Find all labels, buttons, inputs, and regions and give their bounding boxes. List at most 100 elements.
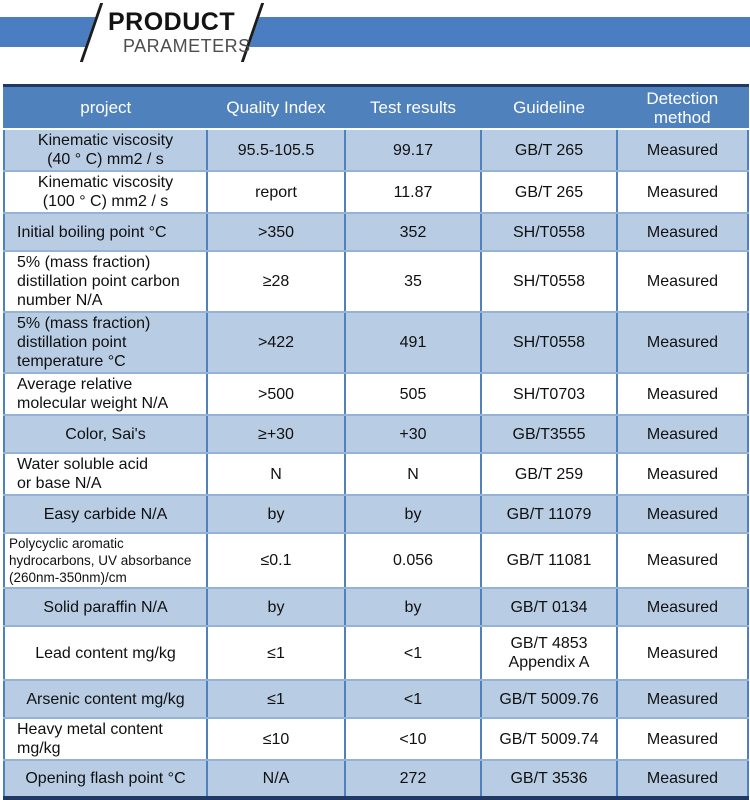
cell-project: Color, Sai's — [4, 415, 208, 454]
cell-quality-index: by — [207, 588, 346, 627]
header-test-results: Test results — [345, 85, 482, 130]
table-row: Kinematic viscosity (40 ° C) mm2 / s 95.5… — [4, 129, 748, 172]
cell-test-results: 11.87 — [345, 171, 482, 214]
cell-detection: Measured — [617, 171, 748, 214]
cell-detection: Measured — [617, 312, 748, 374]
table-row: Average relative molecular weight N/A >50… — [4, 373, 748, 416]
cell-guideline: GB/T 0134 — [481, 588, 618, 627]
table-row: 5% (mass fraction) distillation point te… — [4, 312, 748, 374]
cell-detection: Measured — [617, 533, 748, 589]
table-row: Easy carbide N/A by by GB/T 11079 Measured — [4, 495, 748, 534]
cell-guideline: GB/T 5009.76 — [481, 680, 618, 719]
cell-test-results: 505 — [345, 373, 482, 416]
cell-guideline: SH/T0558 — [481, 312, 618, 374]
cell-guideline: GB/T 4853 Appendix A — [481, 626, 618, 681]
cell-detection: Measured — [617, 453, 748, 496]
cell-project: Opening flash point °C — [4, 760, 208, 799]
table-body: Kinematic viscosity (40 ° C) mm2 / s 95.5… — [4, 129, 748, 799]
cell-test-results: by — [345, 588, 482, 627]
cell-guideline: GB/T 265 — [481, 171, 618, 214]
header-row: project Quality Index Test results Guide… — [4, 85, 749, 130]
cell-quality-index: ≤1 — [207, 626, 346, 681]
cell-quality-index: N — [207, 453, 346, 496]
cell-detection: Measured — [617, 760, 748, 799]
cell-guideline: GB/T 3536 — [481, 760, 618, 799]
cell-project: Arsenic content mg/kg — [4, 680, 208, 719]
cell-test-results: 99.17 — [345, 129, 482, 172]
cell-project: Solid paraffin N/A — [4, 588, 208, 627]
cell-project: Lead content mg/kg — [4, 626, 208, 681]
cell-test-results: <1 — [345, 626, 482, 681]
cell-quality-index: >422 — [207, 312, 346, 374]
cell-detection: Measured — [617, 251, 748, 313]
cell-quality-index: by — [207, 495, 346, 534]
cell-test-results: 0.056 — [345, 533, 482, 589]
table-row: Kinematic viscosity (100 ° C) mm2 / s rep… — [4, 171, 748, 214]
cell-quality-index: 95.5-105.5 — [207, 129, 346, 172]
cell-detection: Measured — [617, 129, 748, 172]
header-detection-method: Detection method — [617, 85, 749, 130]
cell-test-results: 491 — [345, 312, 482, 374]
header-quality-index: Quality Index — [207, 85, 346, 130]
cell-guideline: GB/T 5009.74 — [481, 718, 618, 761]
cell-detection: Measured — [617, 680, 748, 719]
banner-subtitle: PARAMETERS — [123, 36, 251, 56]
cell-project: Kinematic viscosity (100 ° C) mm2 / s — [4, 171, 208, 214]
table-row: Lead content mg/kg ≤1 <1 GB/T 4853 Appendix… — [4, 626, 748, 681]
cell-project: Initial boiling point °C — [4, 213, 208, 252]
cell-guideline: GB/T 259 — [481, 453, 618, 496]
table-row: Polycyclic aromatic hydrocarbons, UV abs… — [4, 533, 748, 589]
cell-quality-index: >350 — [207, 213, 346, 252]
cell-project: Polycyclic aromatic hydrocarbons, UV abs… — [4, 533, 208, 589]
cell-detection: Measured — [617, 415, 748, 454]
cell-guideline: SH/T0558 — [481, 213, 618, 252]
cell-project: Water soluble acid or base N/A — [4, 453, 208, 496]
cell-detection: Measured — [617, 213, 748, 252]
cell-guideline: GB/T 11081 — [481, 533, 618, 589]
cell-detection: Measured — [617, 588, 748, 627]
cell-guideline: GB/T3555 — [481, 415, 618, 454]
cell-detection: Measured — [617, 626, 748, 681]
cell-test-results: 352 — [345, 213, 482, 252]
cell-project: Average relative molecular weight N/A — [4, 373, 208, 416]
banner-title: PRODUCT — [108, 8, 236, 36]
cell-quality-index: ≥+30 — [207, 415, 346, 454]
cell-project: 5% (mass fraction) distillation point te… — [4, 312, 208, 374]
cell-project: Heavy metal content mg/kg — [4, 718, 208, 761]
table-row: Solid paraffin N/A by by GB/T 0134 Measured — [4, 588, 748, 627]
header-project: project — [4, 85, 208, 130]
cell-test-results: N — [345, 453, 482, 496]
cell-quality-index: ≤0.1 — [207, 533, 346, 589]
cell-quality-index: report — [207, 171, 346, 214]
cell-quality-index: N/A — [207, 760, 346, 799]
parameters-table: project Quality Index Test results Guide… — [3, 84, 749, 800]
cell-project: Easy carbide N/A — [4, 495, 208, 534]
cell-test-results: 272 — [345, 760, 482, 799]
table-row: Opening flash point °C N/A 272 GB/T 3536 Mea… — [4, 760, 748, 799]
cell-quality-index: ≤1 — [207, 680, 346, 719]
cell-test-results: by — [345, 495, 482, 534]
cell-quality-index: ≥28 — [207, 251, 346, 313]
cell-quality-index: >500 — [207, 373, 346, 416]
cell-guideline: SH/T0558 — [481, 251, 618, 313]
cell-project: 5% (mass fraction) distillation point ca… — [4, 251, 208, 313]
cell-project: Kinematic viscosity (40 ° C) mm2 / s — [4, 129, 208, 172]
cell-test-results: +30 — [345, 415, 482, 454]
header-guideline: Guideline — [481, 85, 618, 130]
table-header: project Quality Index Test results Guide… — [4, 85, 749, 130]
cell-test-results: <1 — [345, 680, 482, 719]
table-row: Initial boiling point °C >350 352 SH/T0558 M… — [4, 213, 748, 252]
cell-guideline: GB/T 265 — [481, 129, 618, 172]
cell-guideline: SH/T0703 — [481, 373, 618, 416]
cell-detection: Measured — [617, 718, 748, 761]
cell-quality-index: ≤10 — [207, 718, 346, 761]
table-row: 5% (mass fraction) distillation point ca… — [4, 251, 748, 313]
cell-test-results: 35 — [345, 251, 482, 313]
table-row: Arsenic content mg/kg ≤1 <1 GB/T 5009.76 Mea… — [4, 680, 748, 719]
table-row: Color, Sai's ≥+30 +30 GB/T3555 Measured — [4, 415, 748, 454]
table-row: Water soluble acid or base N/A N N GB/T 259… — [4, 453, 748, 496]
table-row: Heavy metal content mg/kg ≤10 <10 GB/T 5009… — [4, 718, 748, 761]
cell-detection: Measured — [617, 495, 748, 534]
cell-detection: Measured — [617, 373, 748, 416]
cell-test-results: <10 — [345, 718, 482, 761]
